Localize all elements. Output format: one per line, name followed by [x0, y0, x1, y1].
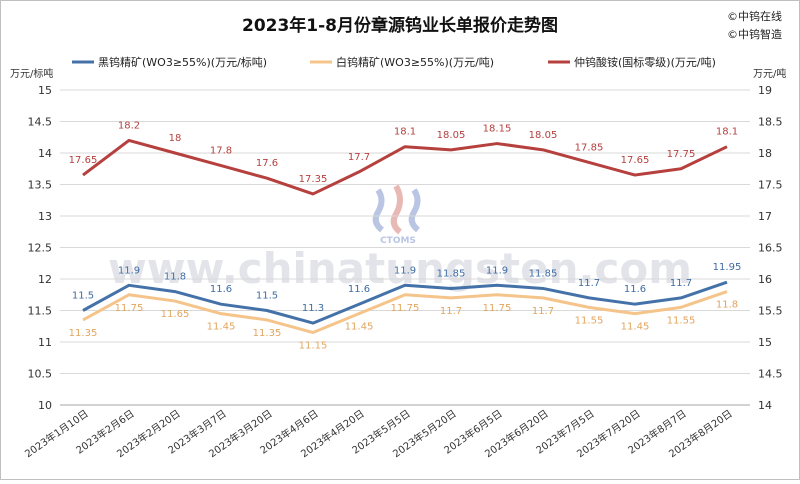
- series-line-1: [82, 280, 728, 325]
- series-line-2: [82, 290, 728, 335]
- y-right-tick-label: 14.5: [758, 368, 783, 381]
- data-label: 11.85: [437, 268, 466, 279]
- data-label: 18: [169, 133, 182, 144]
- y-right-tick-label: 15.5: [758, 305, 783, 318]
- y-left-tick-label: 12.5: [28, 242, 53, 255]
- legend-label-2: 白钨精矿(WO3≥55%)(万元/吨): [336, 55, 494, 69]
- data-label: 11.7: [532, 306, 554, 317]
- legend: 黑钨精矿(WO3≥55%)(万元/标吨) 白钨精矿(WO3≥55%)(万元/吨) 仲…: [72, 55, 716, 69]
- y-right-tick-label: 16: [758, 273, 772, 286]
- logo-wave-2: [390, 184, 403, 235]
- data-label: 17.8: [210, 146, 232, 157]
- data-label: 17.65: [621, 155, 650, 166]
- y-left-tick-label: 13.5: [28, 179, 53, 192]
- watermark-logo: CTOMS: [372, 184, 421, 246]
- y-right-tick-label: 19: [758, 84, 772, 97]
- watermark-logo-text: CTOMS: [380, 236, 416, 246]
- data-label: 11.45: [345, 322, 374, 333]
- data-label: 11.6: [624, 284, 646, 295]
- watermark-text: www.chinatungsten.com: [108, 244, 692, 293]
- data-label: 11.45: [621, 322, 650, 333]
- data-label: 11.15: [299, 341, 328, 352]
- y-left-tick-label: 11: [38, 336, 52, 349]
- data-label: 11.85: [529, 268, 558, 279]
- data-label: 11.8: [164, 272, 186, 283]
- series-lines: [82, 138, 728, 335]
- y-left-tick-label: 13: [38, 210, 52, 223]
- data-label: 17.75: [667, 149, 696, 160]
- data-label: 11.65: [161, 309, 190, 320]
- legend-label-1: 黑钨精矿(WO3≥55%)(万元/标吨): [98, 55, 267, 69]
- data-label: 11.7: [440, 306, 462, 317]
- data-label: 11.7: [578, 278, 600, 289]
- data-label: 17.65: [69, 155, 98, 166]
- data-label: 11.6: [348, 284, 370, 295]
- y-right-tick-label: 18: [758, 147, 772, 160]
- y-left-tick-label: 14.5: [28, 116, 53, 129]
- data-labels: 11.5 11.9 11.8 11.6 11.5 11.3 11.6 11.9 11.85 11.…: [69, 120, 742, 351]
- y-left-tick-label: 11.5: [28, 305, 53, 318]
- y-left-tick-label: 14: [38, 147, 52, 160]
- logo-wave-1: [372, 188, 385, 233]
- y-right-tick-label: 17: [758, 210, 772, 223]
- data-label: 18.2: [118, 120, 140, 131]
- y-left-tick-label: 10: [38, 399, 52, 412]
- y-right-tick-label: 16.5: [758, 242, 783, 255]
- data-label: 11.35: [69, 328, 98, 339]
- data-label: 11.55: [667, 315, 696, 326]
- data-label: 11.9: [118, 265, 140, 276]
- data-label: 11.9: [486, 265, 508, 276]
- data-label: 11.95: [713, 262, 742, 273]
- data-label: 11.8: [716, 300, 738, 311]
- legend-label-3: 仲钨酸铵(国标零级)(万元/吨): [574, 55, 716, 69]
- y-left-label: 万元/标吨: [10, 67, 53, 80]
- data-label: 11.75: [391, 303, 420, 314]
- data-label: 17.6: [256, 158, 278, 169]
- data-label: 11.55: [575, 315, 604, 326]
- gridlines: [60, 89, 750, 406]
- data-label: 11.5: [72, 291, 94, 302]
- chart-title: 2023年1-8月份章源钨业长单报价走势图: [242, 15, 558, 36]
- data-label: 11.35: [253, 328, 282, 339]
- y-right-tick-label: 14: [758, 399, 772, 412]
- data-label: 11.45: [207, 322, 236, 333]
- data-label: 11.9: [394, 265, 416, 276]
- y-left-ticks: 10 10.5 11 11.5 12 12.5 13 13.5 14 14.5 15: [28, 84, 53, 412]
- y-right-ticks: 14 14.5 15 15.5 16 16.5 17 17.5 18 18.5 19: [758, 84, 783, 412]
- data-label: 11.7: [670, 278, 692, 289]
- credit-line-2: ©中钨智造: [727, 27, 782, 41]
- data-label: 17.35: [299, 174, 328, 185]
- y-left-tick-label: 10.5: [28, 368, 53, 381]
- data-label: 18.05: [529, 130, 558, 141]
- data-label: 17.7: [348, 152, 370, 163]
- data-label: 11.75: [483, 303, 512, 314]
- data-label: 18.15: [483, 124, 512, 135]
- data-label: 11.5: [256, 291, 278, 302]
- y-right-tick-label: 17.5: [758, 179, 783, 192]
- y-right-label: 万元/吨: [753, 67, 786, 80]
- data-label: 11.75: [115, 303, 144, 314]
- data-label: 18.05: [437, 130, 466, 141]
- data-label: 18.1: [394, 127, 416, 138]
- data-label: 11.3: [302, 303, 324, 314]
- data-label: 17.85: [575, 142, 604, 153]
- y-right-tick-label: 15: [758, 336, 772, 349]
- y-left-tick-label: 15: [38, 84, 52, 97]
- data-label: 18.1: [716, 127, 738, 138]
- data-label: 11.6: [210, 284, 232, 295]
- series-line-3: [82, 138, 728, 196]
- logo-wave-3: [408, 188, 421, 233]
- credit-line-1: ©中钨在线: [727, 9, 782, 23]
- y-right-tick-label: 18.5: [758, 116, 783, 129]
- y-left-tick-label: 12: [38, 273, 52, 286]
